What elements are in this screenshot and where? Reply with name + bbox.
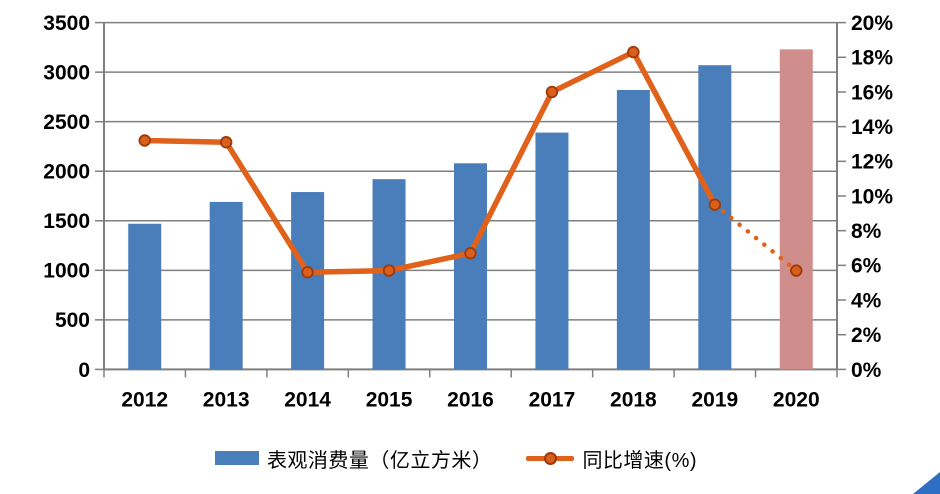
bar-2013 (209, 201, 243, 370)
right-axis-tick-label: 4% (851, 289, 882, 312)
right-axis-tick-label: 18% (851, 47, 893, 70)
growth-marker-2012 (138, 134, 151, 147)
right-axis-tick-label: 16% (851, 81, 893, 104)
x-axis-label-2015: 2015 (366, 388, 413, 411)
left-axis-tick-label: 3000 (43, 61, 90, 84)
left-axis-tick-label: 1000 (43, 260, 90, 283)
bar-2018 (616, 89, 650, 370)
legend-label-consumption: 表观消费量（亿立方米） (266, 449, 493, 472)
growth-marker-2020 (790, 264, 803, 277)
left-axis-tick-label: 2000 (43, 161, 90, 184)
right-axis-tick-label: 2% (851, 324, 882, 347)
bar-2012 (128, 223, 162, 370)
x-axis-label-2020: 2020 (773, 388, 820, 411)
bar-2014 (291, 192, 325, 370)
bar-2016 (454, 163, 487, 370)
left-axis-tick-label: 3500 (43, 12, 90, 35)
bar-forecast-2020 (779, 49, 813, 370)
line-series-swatch (526, 452, 575, 465)
growth-marker-2017 (545, 85, 559, 99)
x-axis-label-2013: 2013 (203, 388, 250, 411)
right-axis-tick-label: 0% (851, 359, 882, 382)
x-axis-label-2012: 2012 (121, 388, 168, 411)
right-axis-tick-label: 12% (851, 151, 893, 174)
combo-chart: 0 500 1000 1500 2000 2500 3000 3500 0% 2% 4% 6% 8% 10… (43, 12, 893, 411)
growth-marker-2014 (301, 266, 314, 279)
bar-2019 (698, 65, 732, 370)
x-axis-label-2017: 2017 (529, 388, 576, 411)
left-axis-tick-label: 1500 (43, 210, 90, 233)
right-axis-tick-label: 10% (851, 185, 893, 208)
left-axis-tick-label: 2500 (43, 111, 90, 134)
right-axis-tick-label: 8% (851, 220, 882, 243)
growth-marker-2016 (464, 247, 477, 260)
growth-line-solid (141, 49, 718, 276)
growth-marker-2013 (219, 136, 233, 149)
chart-legend: 表观消费量（亿立方米） 同比增速(%) (0, 440, 926, 476)
left-axis-tick-label: 0 (78, 359, 90, 382)
x-axis-label-2019: 2019 (691, 388, 738, 411)
legend-item-growth: 同比增速(%) (526, 444, 697, 473)
right-axis-tick-label: 14% (851, 116, 893, 139)
bar-2017 (535, 132, 569, 370)
growth-line-dotted-forecast (712, 202, 799, 273)
left-axis-tick-label: 500 (55, 309, 90, 332)
growth-marker-2019 (708, 198, 722, 211)
legend-item-consumption: 表观消费量（亿立方米） (214, 444, 493, 473)
legend-label-growth: 同比增速(%) (582, 449, 698, 472)
line-swatch-marker (544, 452, 558, 465)
growth-marker-2015 (382, 264, 396, 277)
x-axis-label-2014: 2014 (284, 388, 331, 411)
x-axis-label-2018: 2018 (610, 388, 657, 411)
right-axis-tick-label: 20% (851, 12, 893, 35)
right-axis-tick-label: 6% (851, 255, 882, 278)
bar-series-swatch (214, 451, 259, 465)
x-axis-label-2016: 2016 (447, 388, 494, 411)
growth-marker-2018 (627, 45, 640, 59)
